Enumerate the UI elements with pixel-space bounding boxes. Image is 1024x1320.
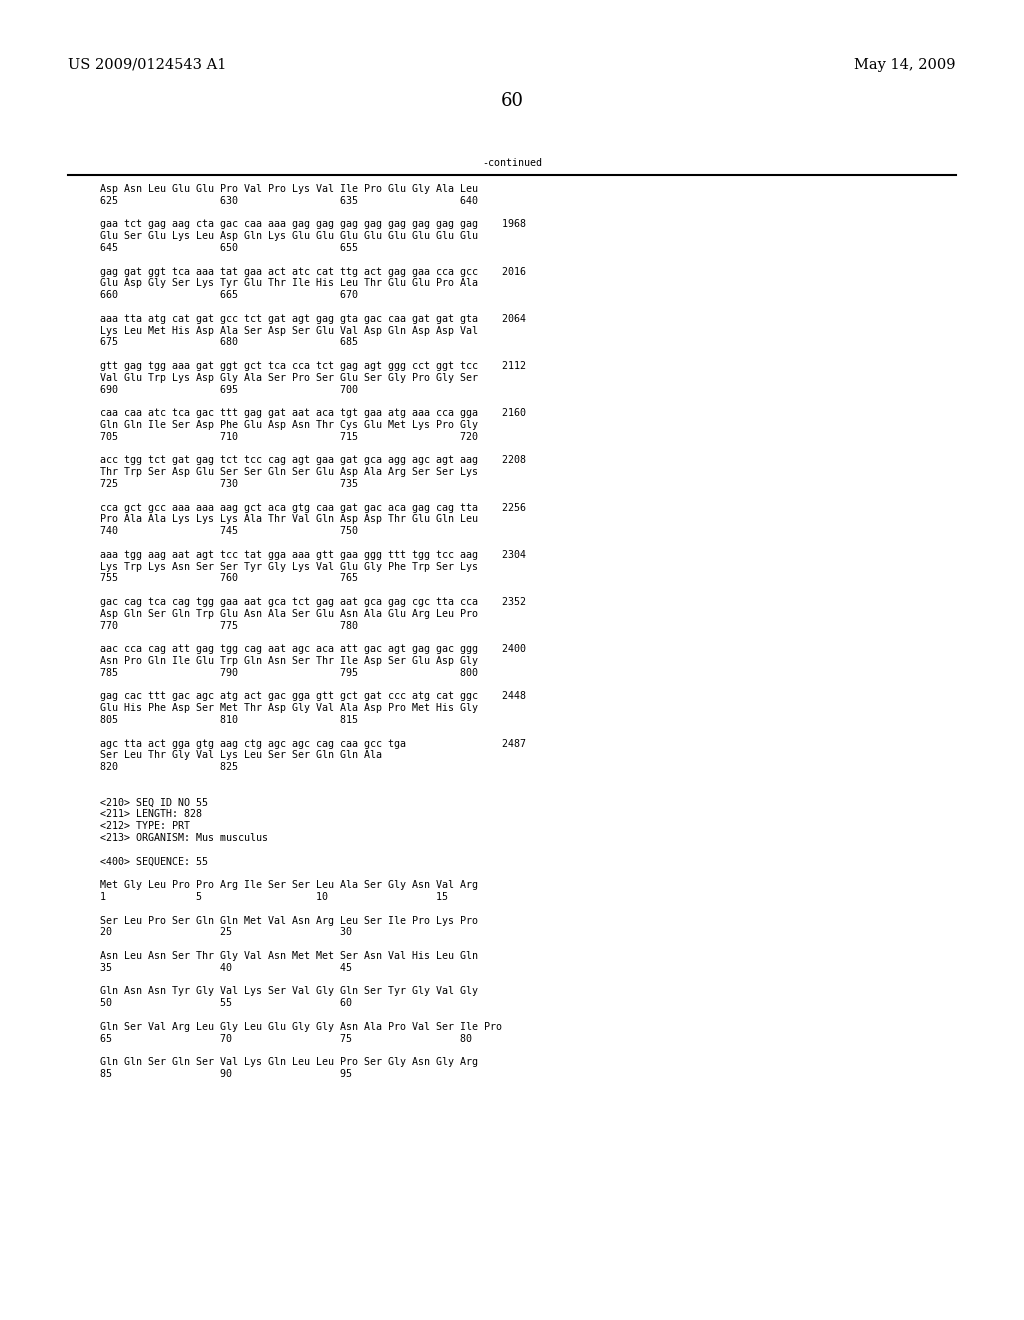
Text: 50                  55                  60: 50 55 60 [100, 998, 352, 1008]
Text: <213> ORGANISM: Mus musculus: <213> ORGANISM: Mus musculus [100, 833, 268, 843]
Text: aaa tgg aag aat agt tcc tat gga aaa gtt gaa ggg ttt tgg tcc aag    2304: aaa tgg aag aat agt tcc tat gga aaa gtt … [100, 550, 526, 560]
Text: Ser Leu Thr Gly Val Lys Leu Ser Ser Gln Gln Ala: Ser Leu Thr Gly Val Lys Leu Ser Ser Gln … [100, 750, 382, 760]
Text: <400> SEQUENCE: 55: <400> SEQUENCE: 55 [100, 857, 208, 867]
Text: 65                  70                  75                  80: 65 70 75 80 [100, 1034, 472, 1044]
Text: Lys Trp Lys Asn Ser Ser Tyr Gly Lys Val Glu Gly Phe Trp Ser Lys: Lys Trp Lys Asn Ser Ser Tyr Gly Lys Val … [100, 561, 478, 572]
Text: agc tta act gga gtg aag ctg agc agc cag caa gcc tga                2487: agc tta act gga gtg aag ctg agc agc cag … [100, 739, 526, 748]
Text: 705                 710                 715                 720: 705 710 715 720 [100, 432, 478, 442]
Text: -continued: -continued [482, 158, 542, 168]
Text: 645                 650                 655: 645 650 655 [100, 243, 358, 253]
Text: Asn Leu Asn Ser Thr Gly Val Asn Met Met Ser Asn Val His Leu Gln: Asn Leu Asn Ser Thr Gly Val Asn Met Met … [100, 950, 478, 961]
Text: 20                  25                  30: 20 25 30 [100, 928, 352, 937]
Text: Gln Gln Ile Ser Asp Phe Glu Asp Asn Thr Cys Glu Met Lys Pro Gly: Gln Gln Ile Ser Asp Phe Glu Asp Asn Thr … [100, 420, 478, 430]
Text: 725                 730                 735: 725 730 735 [100, 479, 358, 488]
Text: Ser Leu Pro Ser Gln Gln Met Val Asn Arg Leu Ser Ile Pro Lys Pro: Ser Leu Pro Ser Gln Gln Met Val Asn Arg … [100, 916, 478, 925]
Text: Asn Pro Gln Ile Glu Trp Gln Asn Ser Thr Ile Asp Ser Glu Asp Gly: Asn Pro Gln Ile Glu Trp Gln Asn Ser Thr … [100, 656, 478, 667]
Text: gag cac ttt gac agc atg act gac gga gtt gct gat ccc atg cat ggc    2448: gag cac ttt gac agc atg act gac gga gtt … [100, 692, 526, 701]
Text: gag gat ggt tca aaa tat gaa act atc cat ttg act gag gaa cca gcc    2016: gag gat ggt tca aaa tat gaa act atc cat … [100, 267, 526, 277]
Text: aaa tta atg cat gat gcc tct gat agt gag gta gac caa gat gat gta    2064: aaa tta atg cat gat gcc tct gat agt gag … [100, 314, 526, 323]
Text: Met Gly Leu Pro Pro Arg Ile Ser Ser Leu Ala Ser Gly Asn Val Arg: Met Gly Leu Pro Pro Arg Ile Ser Ser Leu … [100, 880, 478, 890]
Text: 785                 790                 795                 800: 785 790 795 800 [100, 668, 478, 677]
Text: gtt gag tgg aaa gat ggt gct tca cca tct gag agt ggg cct ggt tcc    2112: gtt gag tgg aaa gat ggt gct tca cca tct … [100, 360, 526, 371]
Text: 805                 810                 815: 805 810 815 [100, 715, 358, 725]
Text: <210> SEQ ID NO 55: <210> SEQ ID NO 55 [100, 797, 208, 808]
Text: 85                  90                  95: 85 90 95 [100, 1069, 352, 1078]
Text: 690                 695                 700: 690 695 700 [100, 384, 358, 395]
Text: Lys Leu Met His Asp Ala Ser Asp Ser Glu Val Asp Gln Asp Asp Val: Lys Leu Met His Asp Ala Ser Asp Ser Glu … [100, 326, 478, 335]
Text: gac cag tca cag tgg gaa aat gca tct gag aat gca gag cgc tta cca    2352: gac cag tca cag tgg gaa aat gca tct gag … [100, 597, 526, 607]
Text: 660                 665                 670: 660 665 670 [100, 290, 358, 300]
Text: Thr Trp Ser Asp Glu Ser Ser Gln Ser Glu Asp Ala Arg Ser Ser Lys: Thr Trp Ser Asp Glu Ser Ser Gln Ser Glu … [100, 467, 478, 478]
Text: Gln Asn Asn Tyr Gly Val Lys Ser Val Gly Gln Ser Tyr Gly Val Gly: Gln Asn Asn Tyr Gly Val Lys Ser Val Gly … [100, 986, 478, 997]
Text: 740                 745                 750: 740 745 750 [100, 527, 358, 536]
Text: Glu His Phe Asp Ser Met Thr Asp Gly Val Ala Asp Pro Met His Gly: Glu His Phe Asp Ser Met Thr Asp Gly Val … [100, 704, 478, 713]
Text: acc tgg tct gat gag tct tcc cag agt gaa gat gca agg agc agt aag    2208: acc tgg tct gat gag tct tcc cag agt gaa … [100, 455, 526, 466]
Text: caa caa atc tca gac ttt gag gat aat aca tgt gaa atg aaa cca gga    2160: caa caa atc tca gac ttt gag gat aat aca … [100, 408, 526, 418]
Text: <212> TYPE: PRT: <212> TYPE: PRT [100, 821, 190, 832]
Text: 755                 760                 765: 755 760 765 [100, 573, 358, 583]
Text: <211> LENGTH: 828: <211> LENGTH: 828 [100, 809, 202, 820]
Text: gaa tct gag aag cta gac caa aaa gag gag gag gag gag gag gag gag    1968: gaa tct gag aag cta gac caa aaa gag gag … [100, 219, 526, 230]
Text: Glu Asp Gly Ser Lys Tyr Glu Thr Ile His Leu Thr Glu Glu Pro Ala: Glu Asp Gly Ser Lys Tyr Glu Thr Ile His … [100, 279, 478, 288]
Text: 770                 775                 780: 770 775 780 [100, 620, 358, 631]
Text: 675                 680                 685: 675 680 685 [100, 338, 358, 347]
Text: 60: 60 [501, 92, 523, 110]
Text: Glu Ser Glu Lys Leu Asp Gln Lys Glu Glu Glu Glu Glu Glu Glu Glu: Glu Ser Glu Lys Leu Asp Gln Lys Glu Glu … [100, 231, 478, 242]
Text: Val Glu Trp Lys Asp Gly Ala Ser Pro Ser Glu Ser Gly Pro Gly Ser: Val Glu Trp Lys Asp Gly Ala Ser Pro Ser … [100, 372, 478, 383]
Text: 35                  40                  45: 35 40 45 [100, 962, 352, 973]
Text: cca gct gcc aaa aaa aag gct aca gtg caa gat gac aca gag cag tta    2256: cca gct gcc aaa aaa aag gct aca gtg caa … [100, 503, 526, 512]
Text: Gln Ser Val Arg Leu Gly Leu Glu Gly Gly Asn Ala Pro Val Ser Ile Pro: Gln Ser Val Arg Leu Gly Leu Glu Gly Gly … [100, 1022, 502, 1032]
Text: Pro Ala Ala Lys Lys Lys Ala Thr Val Gln Asp Asp Thr Glu Gln Leu: Pro Ala Ala Lys Lys Lys Ala Thr Val Gln … [100, 515, 478, 524]
Text: May 14, 2009: May 14, 2009 [854, 58, 956, 73]
Text: 625                 630                 635                 640: 625 630 635 640 [100, 195, 478, 206]
Text: Asp Asn Leu Glu Glu Pro Val Pro Lys Val Ile Pro Glu Gly Ala Leu: Asp Asn Leu Glu Glu Pro Val Pro Lys Val … [100, 183, 478, 194]
Text: aac cca cag att gag tgg cag aat agc aca att gac agt gag gac ggg    2400: aac cca cag att gag tgg cag aat agc aca … [100, 644, 526, 655]
Text: Asp Gln Ser Gln Trp Glu Asn Ala Ser Glu Asn Ala Glu Arg Leu Pro: Asp Gln Ser Gln Trp Glu Asn Ala Ser Glu … [100, 609, 478, 619]
Text: 820                 825: 820 825 [100, 762, 238, 772]
Text: 1               5                   10                  15: 1 5 10 15 [100, 892, 449, 902]
Text: Gln Gln Ser Gln Ser Val Lys Gln Leu Leu Pro Ser Gly Asn Gly Arg: Gln Gln Ser Gln Ser Val Lys Gln Leu Leu … [100, 1057, 478, 1067]
Text: US 2009/0124543 A1: US 2009/0124543 A1 [68, 58, 226, 73]
